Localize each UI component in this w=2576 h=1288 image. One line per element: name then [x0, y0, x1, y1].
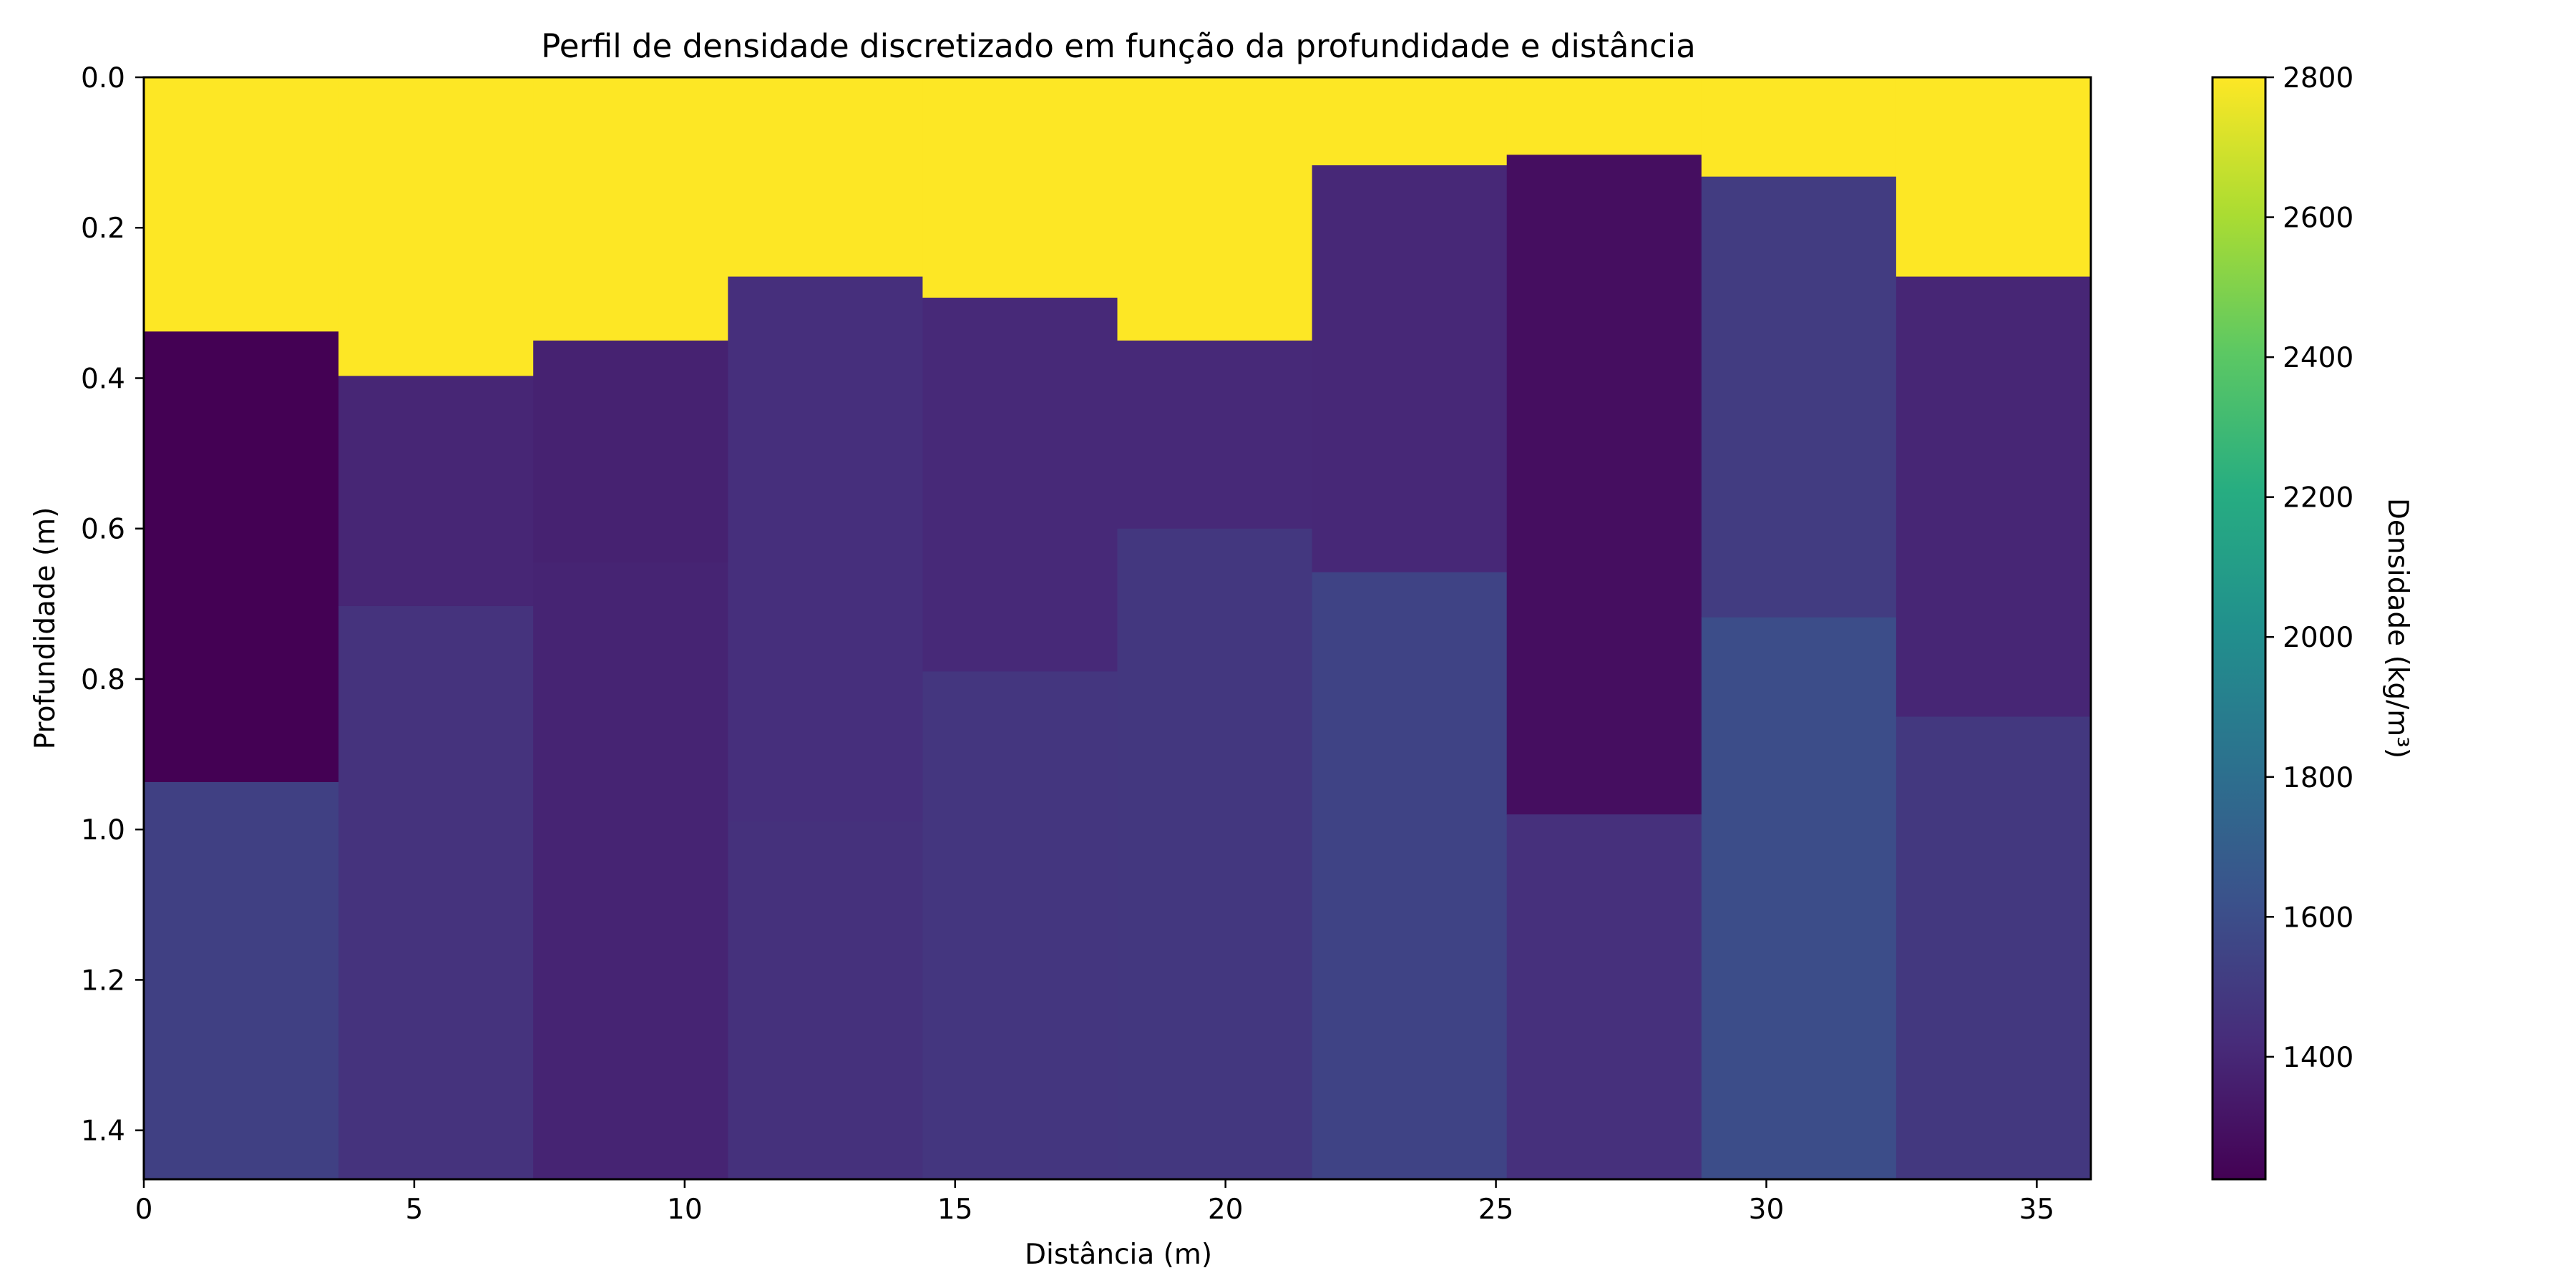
density-cell-6-2 [1312, 572, 1508, 1180]
density-cell-4-2 [922, 671, 1118, 1180]
density-cell-2-2 [533, 562, 728, 1180]
colorbar: 1400 1600 1800 2000 2200 2400 2600 2800 Densida… [2211, 62, 2414, 1181]
colorbar-tick-label: 1400 [2283, 1042, 2353, 1074]
x-tick-label: 0 [135, 1194, 153, 1226]
colorbar-tick-label: 1600 [2283, 902, 2353, 934]
y-tick-label: 1.4 [81, 1116, 125, 1148]
y-tick-label: 1.0 [81, 814, 125, 847]
x-tick-label: 20 [1208, 1194, 1244, 1226]
density-cell-1-2 [338, 605, 534, 1180]
density-cell-8-0 [1701, 77, 1897, 177]
heatmap-cells [144, 77, 2092, 1180]
density-cell-1-0 [338, 77, 534, 376]
y-tick-label: 0.4 [81, 363, 125, 395]
colorbar-tick-label: 1800 [2283, 762, 2353, 794]
x-axis-ticks: 0 5 10 15 20 25 30 35 [135, 1179, 2055, 1226]
density-cell-9-2 [1896, 716, 2092, 1180]
density-cell-4-1 [922, 298, 1118, 673]
y-axis-ticks: 0.0 0.2 0.4 0.6 0.8 1.0 1.2 1.4 [81, 62, 144, 1148]
y-tick-label: 1.2 [81, 965, 125, 997]
density-cell-8-1 [1701, 176, 1897, 618]
colorbar-tick-label: 2400 [2283, 342, 2353, 374]
x-axis: 0 5 10 15 20 25 30 35 Distância (m) [135, 1179, 2055, 1271]
colorbar-ticks: 1400 1600 1800 2000 2200 2400 2600 2800 [2265, 62, 2353, 1074]
y-tick-label: 0.6 [81, 514, 125, 546]
y-tick-label: 0.2 [81, 213, 125, 245]
colorbar-gradient [2212, 77, 2265, 1179]
density-cell-5-1 [1117, 340, 1313, 530]
density-cell-7-1 [1506, 155, 1702, 815]
density-cell-0-1 [144, 331, 339, 783]
x-tick-label: 35 [2019, 1194, 2055, 1226]
density-cell-8-2 [1701, 617, 1897, 1180]
x-tick-label: 10 [667, 1194, 703, 1226]
x-axis-label: Distância (m) [1025, 1239, 1212, 1271]
colorbar-label: Densidade (kg/m³) [2381, 498, 2414, 758]
colorbar-frame [2211, 76, 2267, 1181]
density-cell-6-1 [1312, 165, 1508, 573]
density-cell-0-2 [144, 781, 339, 1180]
colorbar-tick-label: 2800 [2283, 62, 2353, 94]
density-cell-3-0 [728, 77, 923, 278]
x-tick-label: 5 [406, 1194, 424, 1226]
density-cell-0-0 [144, 77, 339, 332]
density-cell-6-0 [1312, 77, 1508, 166]
x-tick-label: 25 [1478, 1194, 1514, 1226]
x-tick-label: 15 [937, 1194, 973, 1226]
colorbar-tick-label: 2600 [2283, 203, 2353, 235]
density-cell-5-0 [1117, 77, 1313, 341]
density-cell-2-1 [533, 340, 728, 563]
y-axis: 0.0 0.2 0.4 0.6 0.8 1.0 1.2 1.4 Profundidade (m… [29, 62, 144, 1148]
density-cell-7-0 [1506, 77, 1702, 155]
density-cell-2-0 [533, 77, 728, 341]
density-cell-5-2 [1117, 528, 1313, 1180]
y-tick-label: 0.0 [81, 62, 125, 94]
y-tick-label: 0.8 [81, 664, 125, 696]
y-axis-label: Profundidade (m) [29, 507, 62, 750]
colorbar-tick-label: 2200 [2283, 482, 2353, 514]
density-cell-1-1 [338, 376, 534, 607]
chart-title: Perfil de densidade discretizado em funç… [541, 27, 1696, 65]
plot-frame [142, 76, 2092, 1181]
x-tick-label: 30 [1749, 1194, 1785, 1226]
density-cell-7-2 [1506, 814, 1702, 1180]
colorbar-tick-label: 2000 [2283, 622, 2353, 654]
density-cell-9-1 [1896, 276, 2092, 718]
plot-area [142, 76, 2092, 1181]
density-cell-3-2 [728, 821, 923, 1180]
density-cell-9-0 [1896, 77, 2092, 278]
density-cell-4-0 [922, 77, 1118, 298]
density-cell-3-1 [728, 276, 923, 823]
